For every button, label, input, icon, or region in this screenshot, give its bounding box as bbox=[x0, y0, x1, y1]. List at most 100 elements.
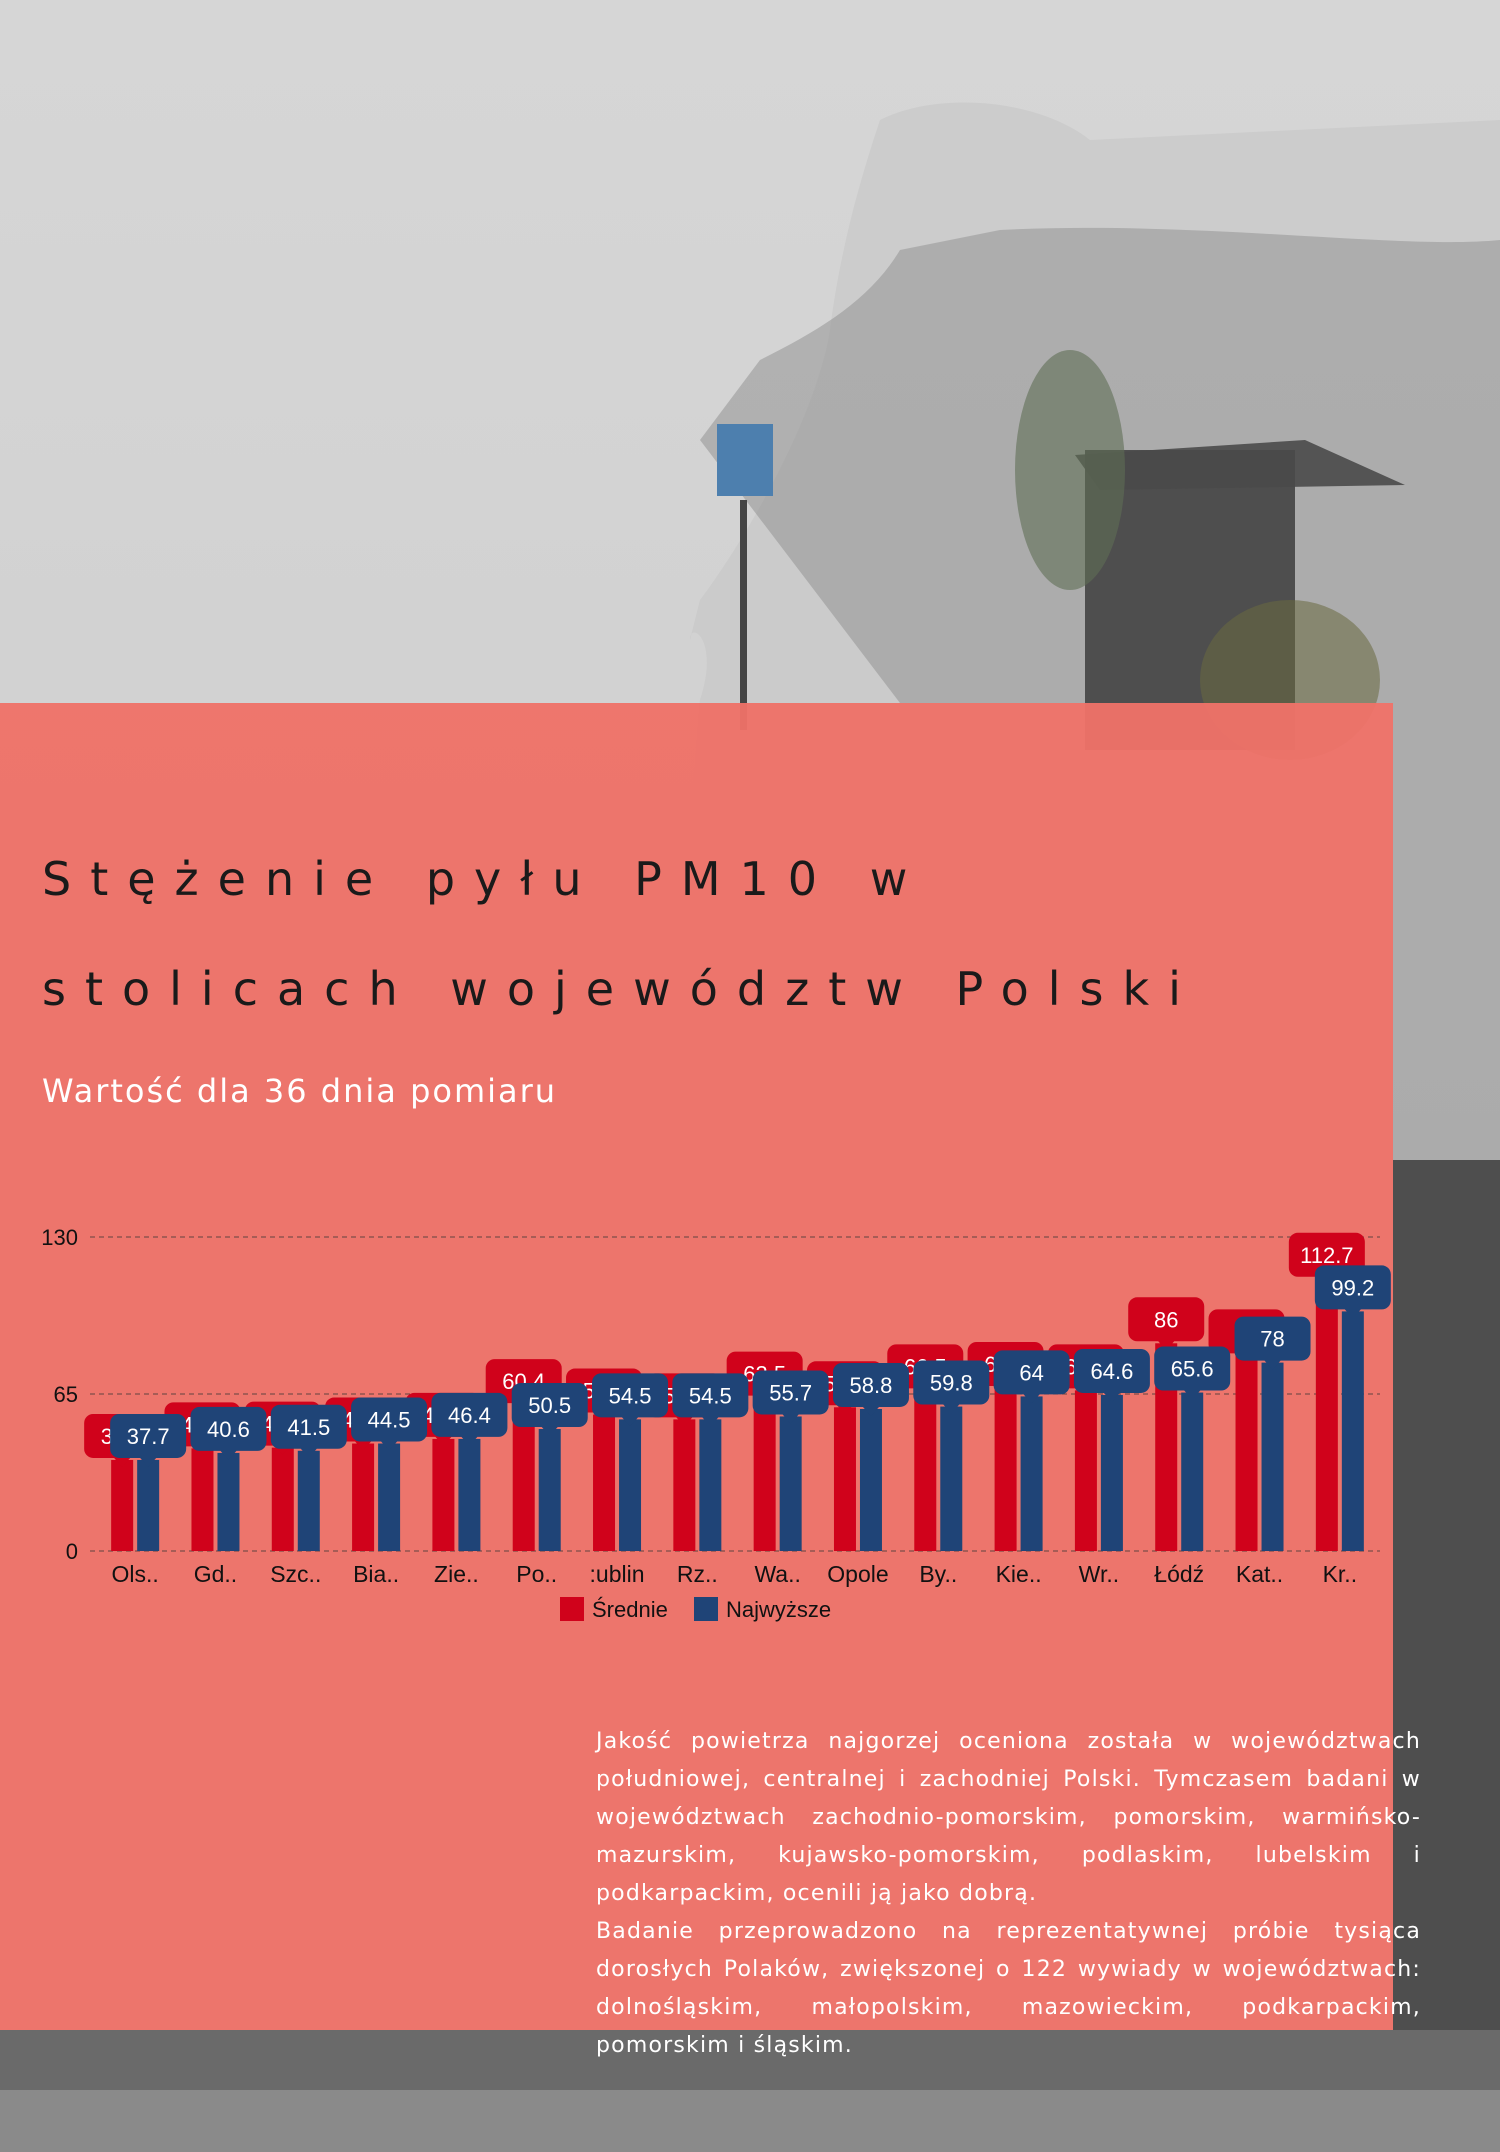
chart-subtitle: Wartość dla 36 dnia pomiaru bbox=[42, 1072, 558, 1110]
data-label-bubble bbox=[993, 1350, 1070, 1404]
legend-swatch bbox=[560, 1597, 584, 1621]
bar-najwyzsze bbox=[1261, 1362, 1284, 1551]
data-label-najwyzsze: 78 bbox=[1234, 1316, 1311, 1370]
data-label-bubble bbox=[592, 1373, 669, 1427]
data-label-text: 40.6 bbox=[207, 1417, 250, 1442]
data-label-text: 37.7 bbox=[127, 1424, 170, 1449]
data-label-najwyzsze: 41.5 bbox=[270, 1404, 347, 1458]
data-label-text: 64 bbox=[1019, 1360, 1043, 1385]
data-label-text: 54.5 bbox=[609, 1383, 652, 1408]
data-label-bubble bbox=[190, 1406, 267, 1460]
y-tick-label: 130 bbox=[41, 1225, 78, 1250]
data-label-text: 54.5 bbox=[689, 1383, 732, 1408]
data-label-bubble bbox=[511, 1383, 588, 1437]
bar-najwyzsze bbox=[137, 1459, 160, 1551]
data-label-najwyzsze: 50.5 bbox=[511, 1383, 588, 1437]
bar-najwyzsze bbox=[699, 1419, 722, 1551]
data-label-najwyzsze: 64.6 bbox=[1073, 1348, 1150, 1402]
bar-srednie bbox=[593, 1414, 616, 1551]
x-tick-label: Wa.. bbox=[754, 1561, 800, 1587]
bar-najwyzsze bbox=[779, 1416, 802, 1551]
bar-srednie bbox=[833, 1407, 856, 1551]
bar-srednie bbox=[1074, 1390, 1097, 1551]
chart-title-line-2: stolicach województw Polski bbox=[42, 962, 1200, 1016]
legend-label: Średnie bbox=[592, 1597, 668, 1622]
bar-najwyzsze bbox=[1100, 1394, 1123, 1551]
bar-srednie bbox=[1315, 1278, 1338, 1551]
x-tick-label: :ublin bbox=[590, 1561, 645, 1587]
x-tick-label: Gd.. bbox=[194, 1561, 237, 1587]
data-label-bubble bbox=[1234, 1316, 1311, 1370]
bar-srednie bbox=[271, 1447, 294, 1551]
chart-title-line-1: Stężenie pyłu PM10 w bbox=[42, 852, 927, 906]
x-tick-label: Szc.. bbox=[270, 1561, 321, 1587]
bar-srednie bbox=[191, 1448, 214, 1551]
bar-srednie bbox=[1155, 1343, 1178, 1551]
bar-srednie bbox=[352, 1443, 375, 1551]
bar-najwyzsze bbox=[458, 1438, 481, 1551]
chart-legend: Średnie Najwyższe bbox=[560, 1597, 831, 1622]
bar-najwyzsze bbox=[297, 1450, 320, 1551]
x-tick-label: Rz.. bbox=[677, 1561, 718, 1587]
data-label-text: 112.7 bbox=[1300, 1243, 1353, 1268]
data-label-najwyzsze: 64 bbox=[993, 1350, 1070, 1404]
data-label-bubble bbox=[431, 1392, 508, 1446]
data-label-najwyzsze: 99.2 bbox=[1314, 1265, 1391, 1319]
data-label-text: 86 bbox=[1154, 1307, 1178, 1332]
data-label-text: 58.8 bbox=[850, 1373, 893, 1398]
data-labels: 37.742.542.844.546.460.456.554.563.559.5… bbox=[84, 1232, 1391, 1467]
data-label-text: 55.7 bbox=[769, 1380, 812, 1405]
legend-swatch bbox=[694, 1597, 718, 1621]
bar-srednie bbox=[994, 1387, 1017, 1551]
bar-najwyzsze bbox=[859, 1408, 882, 1551]
bar-najwyzsze bbox=[619, 1419, 642, 1551]
data-label-text: 59.8 bbox=[930, 1371, 973, 1396]
bar-najwyzsze bbox=[1341, 1311, 1364, 1551]
bars bbox=[111, 1278, 1364, 1551]
data-label-najwyzsze: 40.6 bbox=[190, 1406, 267, 1460]
x-tick-label: Zie.. bbox=[434, 1561, 479, 1587]
x-tick-label: Ols.. bbox=[112, 1561, 159, 1587]
bar-najwyzsze bbox=[217, 1452, 240, 1551]
data-label-bubble bbox=[1128, 1297, 1205, 1351]
data-label-najwyzsze: 46.4 bbox=[431, 1392, 508, 1446]
x-tick-label: Wr.. bbox=[1079, 1561, 1119, 1587]
data-label-najwyzsze: 54.5 bbox=[592, 1373, 669, 1427]
x-axis-ticks: Ols.. Gd.. Szc.. Bia.. Zie.. Po..:ublin Rz.. Wa… bbox=[112, 1561, 1358, 1587]
data-label-text: 64.6 bbox=[1090, 1359, 1133, 1384]
data-label-najwyzsze: 55.7 bbox=[752, 1370, 829, 1424]
data-label-text: 65.6 bbox=[1171, 1357, 1214, 1382]
x-tick-label: Opole bbox=[827, 1561, 888, 1587]
bar-najwyzsze bbox=[378, 1443, 401, 1551]
data-label-bubble bbox=[1314, 1265, 1391, 1319]
description-text: Jakość powietrza najgorzej oceniona zost… bbox=[596, 1723, 1421, 2065]
data-label-najwyzsze: 44.5 bbox=[351, 1397, 428, 1451]
bar-srednie bbox=[1235, 1355, 1258, 1551]
bar-najwyzsze bbox=[1020, 1396, 1043, 1551]
data-label-srednie: 86 bbox=[1128, 1297, 1205, 1351]
data-label-najwyzsze: 59.8 bbox=[913, 1360, 990, 1414]
data-label-bubble bbox=[351, 1397, 428, 1451]
data-label-bubble bbox=[752, 1370, 829, 1424]
x-tick-label: Kr.. bbox=[1323, 1561, 1358, 1587]
data-label-najwyzsze: 65.6 bbox=[1154, 1346, 1231, 1400]
description-paragraph-1: Jakość powietrza najgorzej oceniona zost… bbox=[596, 1729, 1421, 1906]
data-label-bubble bbox=[672, 1373, 749, 1427]
data-label-bubble bbox=[913, 1360, 990, 1414]
data-label-bubble bbox=[1154, 1346, 1231, 1400]
data-label-text: 99.2 bbox=[1331, 1275, 1374, 1300]
x-tick-label: Łódź bbox=[1154, 1561, 1204, 1587]
data-label-najwyzsze: 58.8 bbox=[832, 1362, 909, 1416]
data-label-bubble bbox=[832, 1362, 909, 1416]
data-label-text: 46.4 bbox=[448, 1403, 491, 1428]
data-label-text: 41.5 bbox=[287, 1415, 330, 1440]
bar-najwyzsze bbox=[1181, 1392, 1204, 1551]
bar-srednie bbox=[432, 1438, 455, 1551]
data-label-najwyzsze: 37.7 bbox=[110, 1413, 187, 1467]
data-label-text: 78 bbox=[1260, 1327, 1284, 1352]
data-label-text: 50.5 bbox=[528, 1393, 571, 1418]
bar-srednie bbox=[914, 1390, 937, 1551]
bar-srednie bbox=[512, 1405, 535, 1551]
x-tick-label: By.. bbox=[919, 1561, 957, 1587]
